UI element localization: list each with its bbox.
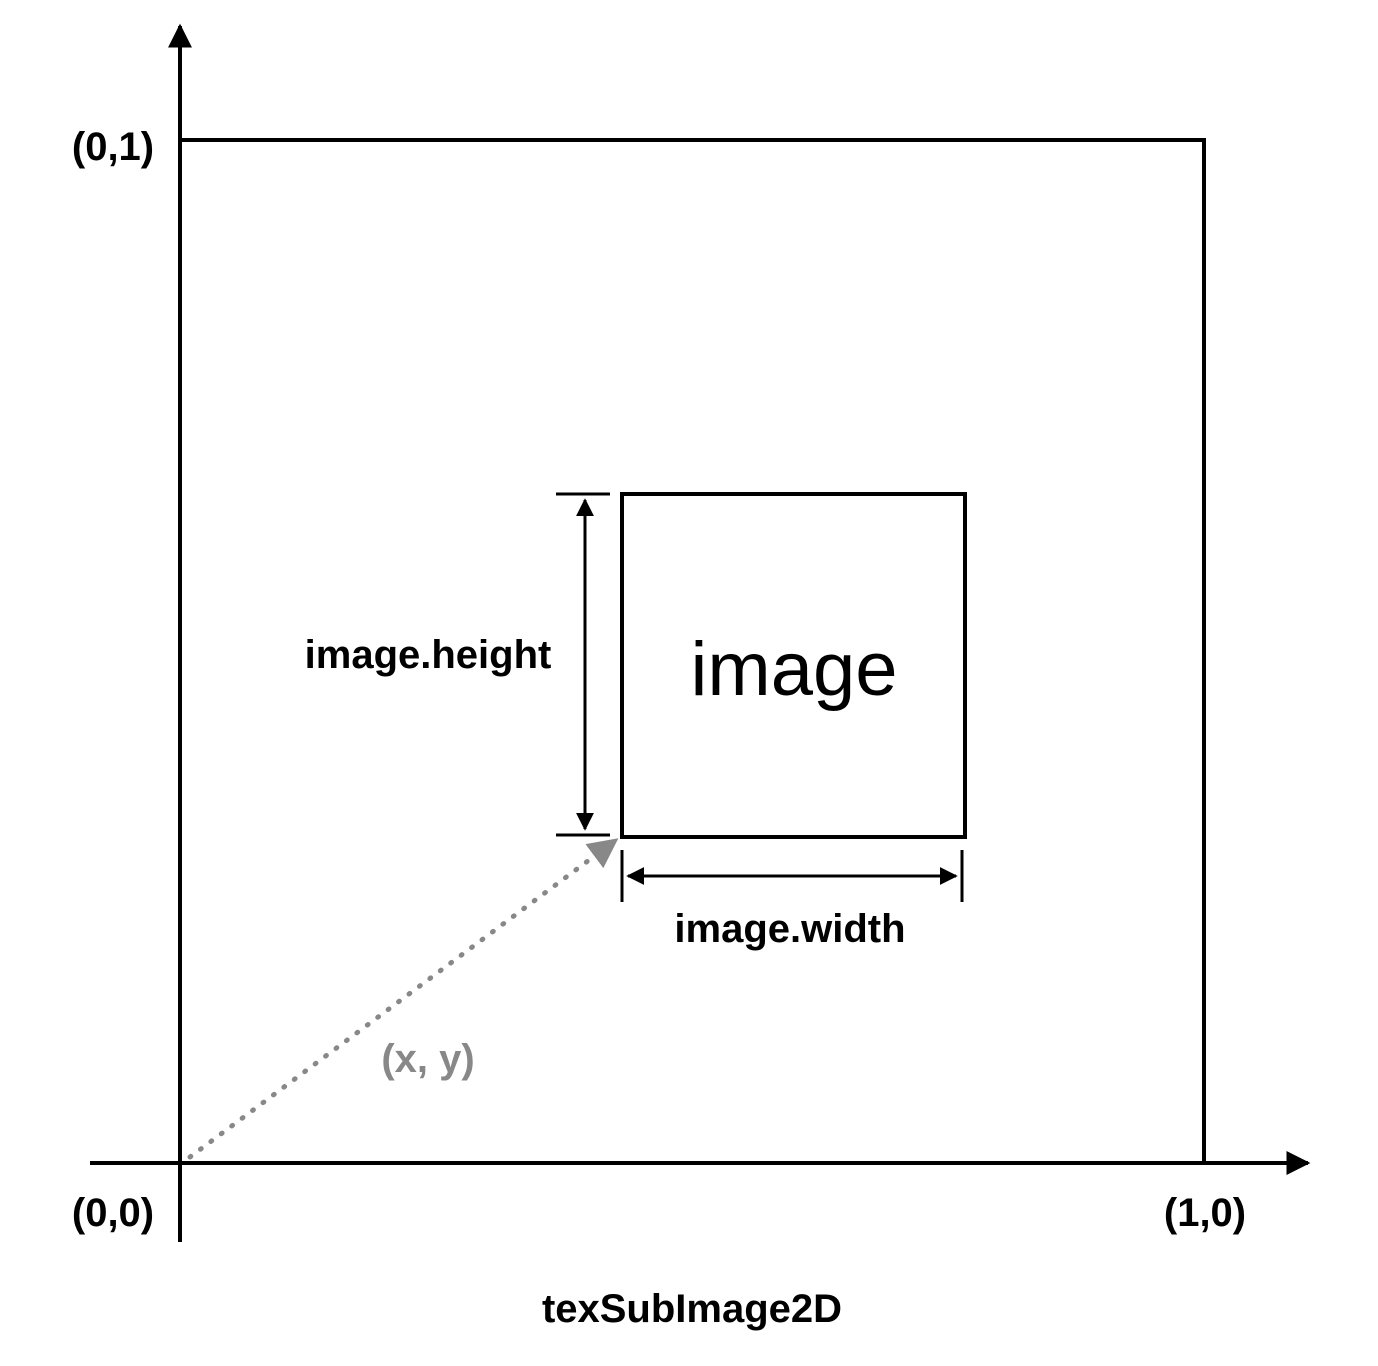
corner-label-top-left: (0,1) (72, 125, 154, 169)
width-label: image.width (674, 907, 905, 951)
image-rect (620, 492, 967, 839)
offset-arrow (187, 837, 619, 1160)
diagram-title: texSubImage2D (542, 1287, 842, 1331)
corner-label-origin: (0,0) (72, 1191, 154, 1235)
image-label: image (691, 627, 898, 712)
texture-boundary (178, 138, 1206, 1165)
offset-label: (x, y) (381, 1037, 474, 1081)
corner-label-bottom-right: (1,0) (1164, 1191, 1246, 1235)
height-label: image.height (305, 633, 552, 677)
